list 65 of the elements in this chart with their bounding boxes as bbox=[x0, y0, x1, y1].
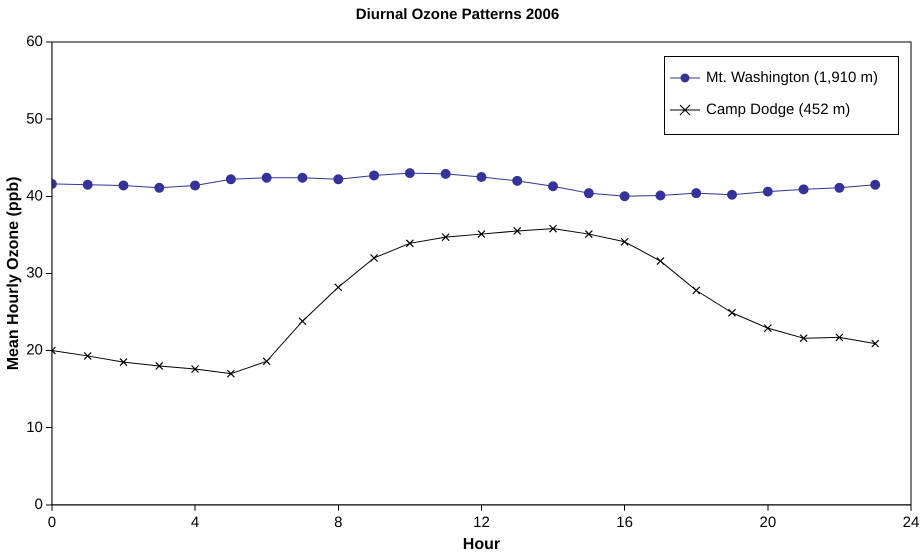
point bbox=[262, 172, 272, 183]
point bbox=[297, 172, 308, 183]
point bbox=[620, 191, 630, 202]
point bbox=[226, 174, 236, 184]
y-tick-label: 40 bbox=[26, 187, 43, 204]
point bbox=[870, 180, 880, 190]
y-tick-label: 50 bbox=[26, 110, 43, 128]
y-tick-label: 0 bbox=[34, 496, 43, 513]
point bbox=[477, 230, 486, 238]
point bbox=[764, 324, 772, 332]
chart-title: Diurnal Ozone Patterns 2006 bbox=[356, 6, 560, 24]
point bbox=[798, 184, 809, 194]
point bbox=[692, 286, 700, 295]
legend-label: Camp Dodge (452 m) bbox=[706, 101, 850, 118]
point bbox=[154, 182, 164, 193]
y-axis-title: Mean Hourly Ozone (ppb) bbox=[5, 176, 22, 370]
legend-label: Mt. Washington (1,910 m) bbox=[706, 69, 878, 86]
point bbox=[834, 182, 844, 193]
y-tick-label: 20 bbox=[26, 342, 43, 359]
point bbox=[548, 224, 558, 233]
point bbox=[620, 238, 629, 246]
point bbox=[584, 230, 593, 238]
point bbox=[512, 176, 522, 186]
point bbox=[119, 358, 128, 366]
point bbox=[513, 226, 522, 236]
point bbox=[334, 283, 342, 292]
point bbox=[406, 239, 414, 248]
x-tick-label: 0 bbox=[48, 514, 56, 531]
x-tick-label: 12 bbox=[473, 514, 490, 531]
point bbox=[691, 188, 702, 198]
y-tick-label: 60 bbox=[26, 33, 43, 50]
point bbox=[440, 168, 451, 179]
point bbox=[656, 256, 665, 266]
point bbox=[762, 186, 773, 197]
point bbox=[548, 181, 558, 192]
point bbox=[370, 254, 378, 262]
x-axis-title: Hour bbox=[462, 536, 500, 553]
y-tick-label: 10 bbox=[26, 418, 43, 436]
point bbox=[369, 170, 380, 180]
x-tick-label: 16 bbox=[616, 514, 633, 531]
point bbox=[82, 180, 93, 190]
point bbox=[728, 308, 736, 317]
point bbox=[118, 180, 128, 190]
x-tick-label: 8 bbox=[334, 514, 342, 531]
point bbox=[835, 333, 844, 342]
point bbox=[799, 334, 808, 342]
point bbox=[727, 190, 738, 200]
x-tick-label: 20 bbox=[759, 514, 776, 531]
point bbox=[226, 370, 236, 378]
point bbox=[190, 364, 200, 374]
y-tick-label: 30 bbox=[26, 264, 43, 282]
x-tick-label: 4 bbox=[190, 514, 200, 531]
point bbox=[155, 362, 164, 370]
point bbox=[262, 357, 271, 366]
point bbox=[190, 180, 200, 190]
point bbox=[584, 188, 594, 198]
point bbox=[298, 317, 307, 326]
point bbox=[333, 174, 344, 184]
point bbox=[871, 339, 880, 348]
point bbox=[442, 233, 450, 242]
point bbox=[84, 352, 92, 360]
point bbox=[476, 172, 486, 182]
point bbox=[404, 168, 415, 178]
x-tick-label: 24 bbox=[902, 514, 920, 531]
point bbox=[655, 190, 666, 200]
